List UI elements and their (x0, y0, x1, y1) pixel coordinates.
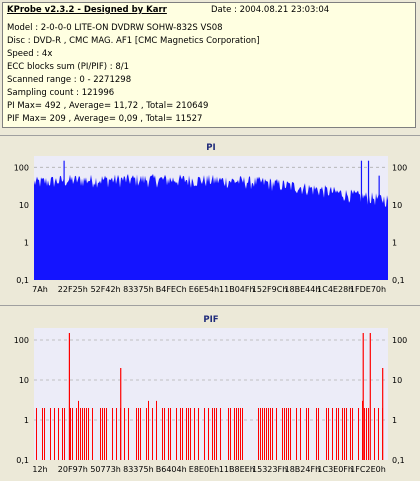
y-tick-label-left: 10 (19, 376, 29, 385)
y-tick-label-right: 10 (392, 201, 402, 210)
x-tick-label: 83375h (123, 465, 154, 474)
scan-date: Date : 2004.08.21 23:03:04 (211, 5, 330, 15)
x-tick-label: 1FDE70h (350, 285, 386, 294)
y-tick-label-right: 0,1 (392, 276, 405, 285)
model-line: Model : 2-0-0-0 LITE-ON DVDRW SOHW-832S … (7, 23, 223, 33)
y-tick-label-left: 1 (24, 238, 29, 247)
pif-chart-panel: PIF 100 100 10 10 1 1 0,1 0,1 12h 20F97h 50773h 8337… (0, 305, 420, 480)
y-tick-label-left: 1 (24, 416, 29, 425)
x-tick-label: 1FC2E0h (350, 465, 386, 474)
y-tick-label-right: 10 (392, 376, 402, 385)
chart-title: PIF (203, 315, 218, 325)
x-tick-label: 18BE44h (284, 285, 320, 294)
x-tick-label: 15323Fh (252, 465, 287, 474)
y-tick-label-right: 1 (392, 238, 397, 247)
speed-line: Speed : 4x (7, 49, 53, 59)
disc-info-list: Model : 2-0-0-0 LITE-ON DVDRW SOHW-832S … (7, 22, 260, 126)
pi-chart-panel: PI 100 100 10 10 1 1 0,1 0,1 7Ah 22F25h 52F42h 83375… (0, 135, 420, 302)
info-panel: KProbe v2.3.2 - Designed by Karr Date : … (2, 2, 416, 128)
y-tick-label-left: 10 (19, 201, 29, 210)
x-tick-label: 83375h (123, 285, 154, 294)
x-tick-label: 20F97h (58, 465, 88, 474)
x-tick-label: B6404h (156, 465, 187, 474)
x-tick-label: 12h (32, 465, 47, 474)
x-tick-label: 18B24Fh (285, 465, 321, 474)
y-tick-label-right: 1 (392, 416, 397, 425)
x-tick-label: 1C3E0Fh (317, 465, 353, 474)
y-tick-label-left: 100 (14, 163, 29, 172)
x-tick-label: 7Ah (32, 285, 48, 294)
x-tick-label: 11B04Fh (219, 285, 255, 294)
pi-summary-line: PI Max= 492 , Average= 11,72 , Total= 21… (7, 101, 209, 111)
ecc-line: ECC blocks sum (PI/PIF) : 8/1 (7, 62, 130, 72)
sampling-line: Sampling count : 121996 (7, 88, 115, 98)
y-tick-label-right: 0,1 (392, 456, 405, 465)
y-tick-label-left: 100 (14, 336, 29, 345)
pi-area-series (34, 173, 388, 280)
x-tick-label: 1C4E28h (317, 285, 353, 294)
x-tick-label: B4FECh (156, 285, 187, 294)
app-title: KProbe v2.3.2 - Designed by Karr (7, 5, 167, 15)
x-tick-label: 152F9Ch (252, 285, 288, 294)
range-line: Scanned range : 0 - 2271298 (7, 75, 132, 85)
x-tick-label: 50773h (90, 465, 121, 474)
y-tick-label-left: 0,1 (16, 456, 29, 465)
x-tick-label: E8E0Eh (189, 465, 219, 474)
disc-line: Disc : DVD-R , CMC MAG. AF1 [CMC Magneti… (7, 36, 260, 46)
y-tick-label-right: 100 (392, 336, 407, 345)
x-tick-label: 52F42h (91, 285, 121, 294)
x-tick-label: 22F25h (58, 285, 88, 294)
y-tick-label-left: 0,1 (16, 276, 29, 285)
chart-title: PI (206, 143, 215, 153)
x-tick-label: 11B8EEh (219, 465, 255, 474)
plot-area (34, 328, 388, 460)
y-tick-label-right: 100 (392, 163, 407, 172)
x-tick-label: E6E54h (189, 285, 219, 294)
pif-summary-line: PIF Max= 209 , Average= 0,09 , Total= 11… (7, 114, 203, 124)
